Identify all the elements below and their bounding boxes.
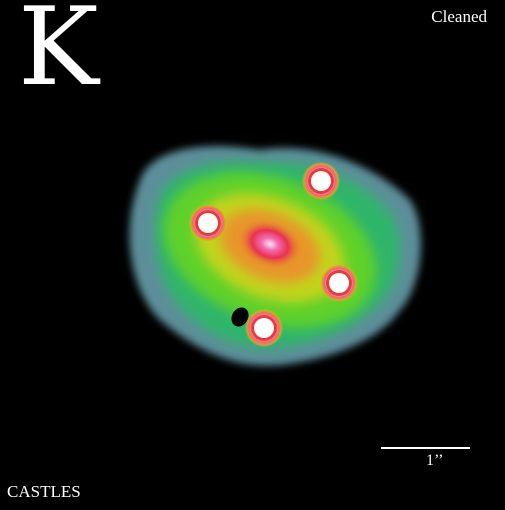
lensed-image-b xyxy=(198,213,218,233)
lensed-image-c xyxy=(329,273,349,293)
band-label: K xyxy=(18,0,99,102)
lensed-image-d xyxy=(254,318,274,338)
scale-bar-label: 1’’ xyxy=(426,452,443,470)
processing-label: Cleaned xyxy=(431,7,487,27)
lensed-image-a xyxy=(311,171,331,191)
credit-label: CASTLES xyxy=(7,482,81,502)
